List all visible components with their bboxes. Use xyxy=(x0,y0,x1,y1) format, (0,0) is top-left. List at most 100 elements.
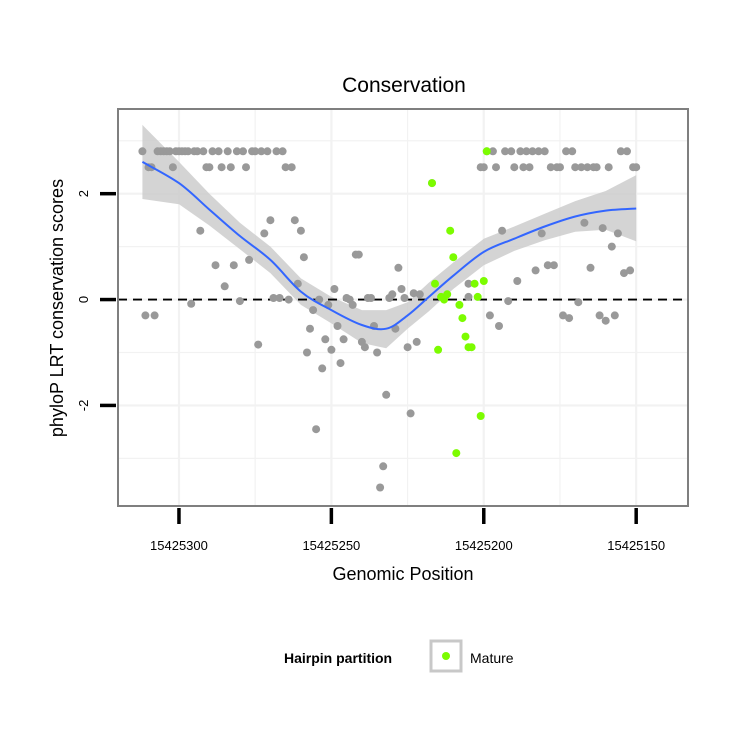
point-other xyxy=(376,483,385,492)
point-other xyxy=(229,261,238,270)
legend-label-mature: Mature xyxy=(470,650,514,666)
point-other xyxy=(412,337,421,346)
smooth-curve xyxy=(141,161,637,331)
point-other xyxy=(217,163,226,172)
point-other xyxy=(330,285,339,293)
point-other xyxy=(205,163,214,172)
point-other xyxy=(196,226,205,235)
point-other xyxy=(318,364,327,373)
point-other xyxy=(415,290,424,299)
y-tick-label: -2 xyxy=(76,400,91,412)
point-other xyxy=(406,409,415,418)
point-other xyxy=(537,229,546,238)
point-other xyxy=(299,253,308,262)
point-other xyxy=(577,163,586,172)
point-other xyxy=(141,311,150,320)
point-other xyxy=(546,163,555,172)
y-tick-label: 2 xyxy=(76,190,91,197)
point-other xyxy=(510,163,519,172)
point-other xyxy=(501,147,510,156)
point-other xyxy=(321,335,330,344)
point-other xyxy=(626,266,635,275)
point-other xyxy=(226,163,235,172)
point-other xyxy=(339,335,348,344)
point-other xyxy=(400,294,409,302)
point-other xyxy=(278,147,287,156)
point-other xyxy=(540,147,549,156)
point-other xyxy=(272,147,281,156)
point-other xyxy=(568,147,577,156)
plot-panel-border xyxy=(117,108,689,507)
point-mature xyxy=(434,345,443,354)
point-other xyxy=(528,147,537,156)
data-points-layer xyxy=(138,147,641,492)
point-other xyxy=(242,163,250,172)
legend: Hairpin partition Mature xyxy=(284,639,514,673)
point-other xyxy=(464,279,473,288)
point-other xyxy=(327,345,336,354)
point-other xyxy=(559,311,567,320)
point-other xyxy=(184,147,193,156)
point-other xyxy=(543,261,552,270)
point-mature xyxy=(476,412,485,420)
point-other xyxy=(488,147,497,156)
point-other xyxy=(165,147,174,156)
point-other xyxy=(616,147,625,156)
point-other xyxy=(613,229,622,238)
x-axis: 15425300 15425250 15425200 15425150 xyxy=(150,508,665,553)
point-other xyxy=(336,359,345,368)
point-other xyxy=(571,163,580,172)
point-mature xyxy=(443,290,452,299)
point-other xyxy=(623,147,631,156)
point-mature xyxy=(428,179,436,188)
point-other xyxy=(464,292,473,301)
point-other xyxy=(595,311,604,320)
point-other xyxy=(498,226,507,235)
point-mature xyxy=(470,279,479,288)
point-mature xyxy=(431,279,439,288)
point-other xyxy=(239,147,247,156)
point-other xyxy=(284,295,293,304)
point-other xyxy=(492,163,500,172)
point-other xyxy=(632,163,641,172)
point-other xyxy=(257,147,266,156)
x-tick-label: 15425150 xyxy=(607,538,665,553)
point-other xyxy=(565,314,574,323)
point-mature xyxy=(446,226,455,235)
smooth-curve-layer xyxy=(141,161,637,331)
x-axis-title: Genomic Position xyxy=(332,564,473,584)
y-axis-title: phyloP LRT conservation scores xyxy=(47,179,67,437)
point-other xyxy=(522,147,531,156)
point-other xyxy=(360,343,369,352)
point-mature xyxy=(455,300,464,309)
point-other xyxy=(601,316,610,325)
point-other xyxy=(275,294,284,302)
point-other xyxy=(607,242,616,251)
point-other xyxy=(519,163,528,172)
point-other xyxy=(534,147,543,156)
point-mature xyxy=(449,253,458,262)
point-other xyxy=(562,147,571,156)
point-other xyxy=(379,462,388,471)
point-other xyxy=(580,218,589,227)
y-axis: -2 0 2 xyxy=(76,190,116,411)
point-other xyxy=(610,311,619,320)
point-other xyxy=(214,147,223,156)
point-other xyxy=(266,216,275,225)
point-mature xyxy=(467,343,476,352)
point-other xyxy=(604,163,613,172)
point-other xyxy=(254,340,263,349)
point-other xyxy=(232,147,241,156)
point-other xyxy=(287,163,296,172)
point-other xyxy=(138,147,147,156)
point-other xyxy=(583,163,592,172)
point-other xyxy=(513,277,522,285)
point-other xyxy=(251,147,260,156)
point-other xyxy=(592,163,601,172)
point-other xyxy=(507,147,516,156)
x-tick-label: 15425200 xyxy=(455,538,513,553)
point-other xyxy=(394,263,403,272)
point-other xyxy=(367,294,375,302)
point-other xyxy=(281,163,290,172)
